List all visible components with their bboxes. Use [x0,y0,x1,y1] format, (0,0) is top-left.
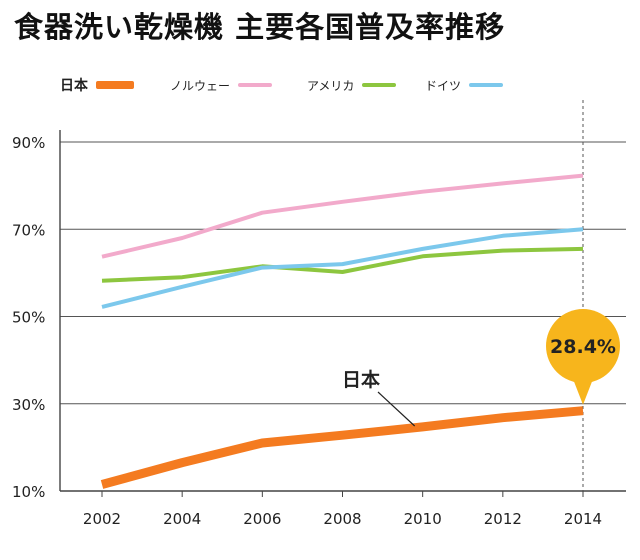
series-line-1 [101,173,584,259]
x-tick-label: 2012 [484,510,522,528]
x-tick-label: 2004 [163,510,201,528]
chart-title: 食器洗い乾燥機 主要各国普及率推移 [14,10,506,44]
legend-label-usa: アメリカ [307,78,355,93]
legend-swatch-germany [469,83,504,87]
legend-swatch-usa [362,83,397,87]
callout-label-japan: 日本 [342,368,380,391]
x-tick-label: 2014 [564,510,602,528]
x-tick-label: 2002 [83,510,121,528]
y-tick-label: 70% [12,221,45,239]
legend-label-japan: 日本 [60,78,88,94]
y-tick-label: 10% [12,483,45,501]
legend: 日本 ノルウェー アメリカ ドイツ [60,74,620,96]
y-tick-label: 50% [12,309,45,327]
legend-item-japan: 日本 [60,74,134,96]
x-tick-label: 2008 [323,510,361,528]
legend-swatch-japan [96,81,134,89]
series-line-3 [101,227,584,309]
legend-label-norway: ノルウェー [170,78,231,93]
x-tick-label: 2010 [404,510,442,528]
legend-item-usa: アメリカ [307,74,397,96]
series-line-2 [101,246,584,283]
value-bubble [546,309,620,383]
legend-swatch-norway [238,83,273,87]
legend-label-germany: ドイツ [425,78,462,93]
callout-leader-japan [377,391,416,427]
y-tick-label: 90% [12,134,45,152]
series-line-0 [100,406,584,489]
value-bubble-pointer [573,379,593,405]
legend-item-norway: ノルウェー [170,74,273,96]
y-tick-label: 30% [12,396,45,414]
x-tick-label: 2006 [243,510,281,528]
legend-item-germany: ドイツ [425,74,504,96]
value-bubble-label: 28.4% [550,336,616,358]
